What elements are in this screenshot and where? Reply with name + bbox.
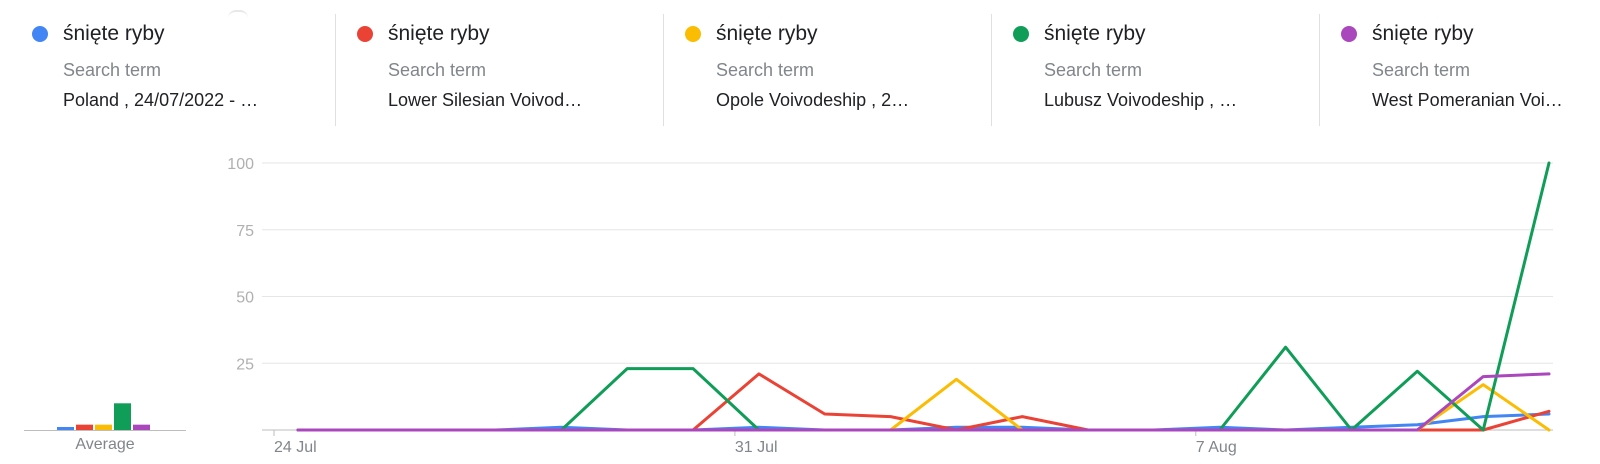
legend-term-1[interactable]: śnięte ryby Search term Poland , 24/07/2… bbox=[32, 14, 322, 130]
term-kind: Search term bbox=[63, 60, 162, 80]
series-line-5 bbox=[296, 372, 1551, 432]
average-bar-4 bbox=[114, 403, 131, 430]
x-tick-label: 7 Aug bbox=[1196, 439, 1237, 456]
y-tick-label: 25 bbox=[236, 356, 254, 373]
term-kind: Search term bbox=[1372, 60, 1471, 80]
term-kind: Search term bbox=[716, 60, 815, 80]
term-kind: Search term bbox=[388, 60, 487, 80]
term-name: śnięte ryby bbox=[1044, 22, 1146, 45]
x-tick-label: 24 Jul bbox=[274, 439, 317, 456]
series-color-dot bbox=[1341, 26, 1357, 42]
average-bar-5 bbox=[133, 424, 150, 430]
legend: śnięte ryby Search term Poland , 24/07/2… bbox=[0, 0, 1600, 130]
legend-term-2[interactable]: śnięte ryby Search term Lower Silesian V… bbox=[335, 14, 647, 130]
series-color-dot bbox=[32, 26, 48, 42]
card-edge-decoration bbox=[228, 10, 248, 18]
legend-term-3[interactable]: śnięte ryby Search term Opole Voivodeshi… bbox=[663, 14, 975, 130]
term-name: śnięte ryby bbox=[1372, 22, 1474, 45]
y-tick-label: 50 bbox=[236, 290, 254, 307]
series-color-dot bbox=[357, 26, 373, 42]
average-bar-1 bbox=[57, 427, 74, 430]
average-axis-line bbox=[24, 430, 186, 431]
average-bar-3 bbox=[95, 424, 112, 430]
term-name: śnięte ryby bbox=[63, 22, 165, 45]
average-label: Average bbox=[75, 436, 135, 453]
term-name: śnięte ryby bbox=[388, 22, 490, 45]
legend-term-4[interactable]: śnięte ryby Search term Lubusz Voivodesh… bbox=[991, 14, 1303, 130]
y-tick-label: 75 bbox=[236, 223, 254, 240]
y-tick-label: 100 bbox=[227, 156, 254, 173]
series-color-dot bbox=[685, 26, 701, 42]
series-color-dot bbox=[1013, 26, 1029, 42]
term-kind: Search term bbox=[1044, 60, 1143, 80]
term-name: śnięte ryby bbox=[716, 22, 818, 45]
x-tick-label: 31 Jul bbox=[735, 439, 778, 456]
legend-term-5[interactable]: śnięte ryby Search term West Pomeranian … bbox=[1319, 14, 1600, 130]
average-bar-2 bbox=[76, 424, 93, 430]
